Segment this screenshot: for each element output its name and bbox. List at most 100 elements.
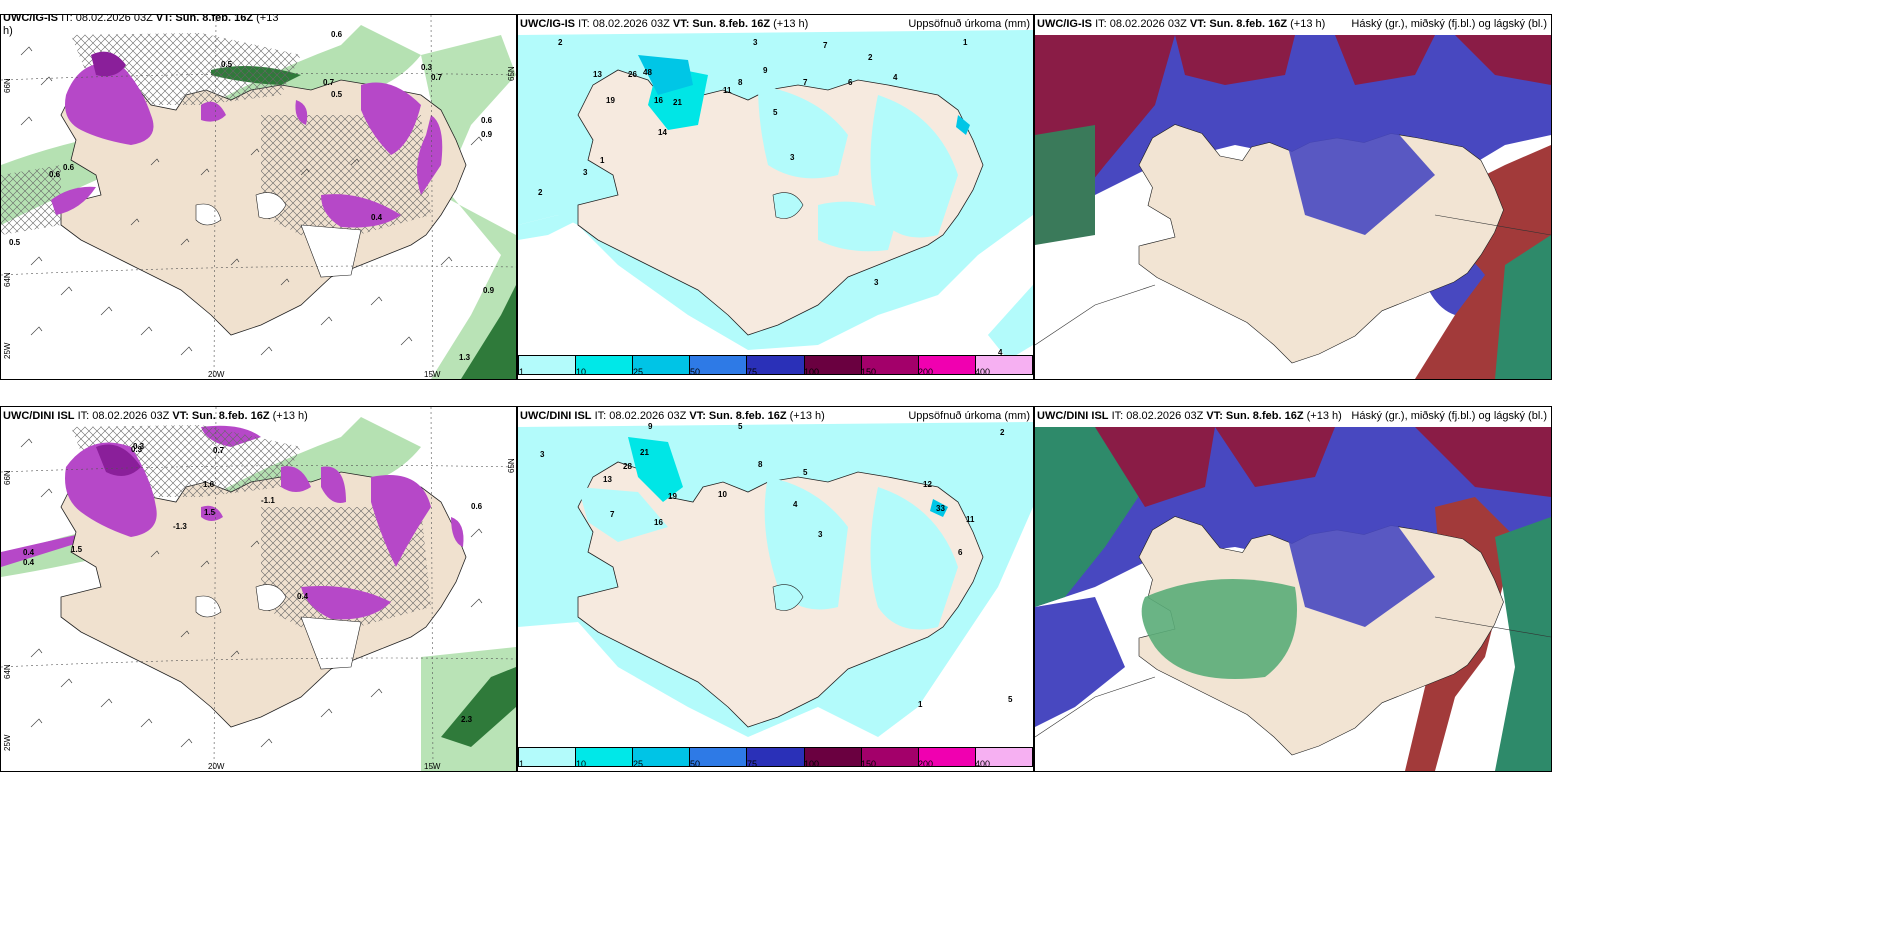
precip-map-bottom: 3 5 9 21 28 13 19 16 10 8 7 6 5 4 3 33 1… xyxy=(518,407,1033,771)
wind-value: -1.1 xyxy=(261,496,275,505)
precip-value: 7 xyxy=(610,510,615,519)
lon-label: 25W xyxy=(3,734,12,751)
wind-value: 0.5 xyxy=(331,90,343,99)
precip-value: 12 xyxy=(923,480,932,489)
precip-value: 16 xyxy=(654,518,663,527)
colorbar-label: 75 xyxy=(747,759,758,769)
precip-value: 4 xyxy=(893,73,898,82)
precip-value: 10 xyxy=(718,490,727,499)
precip-colorbar xyxy=(518,747,1033,767)
lat-label: 64N xyxy=(3,664,12,679)
wind-value: -1.3 xyxy=(173,522,187,531)
wind-value: 2.3 xyxy=(461,715,473,724)
panel-variable-label: Uppsöfnuð úrkoma (mm) xyxy=(908,18,1030,30)
precip-value: 14 xyxy=(658,128,667,137)
colorbar-segment xyxy=(633,748,691,766)
wind-value: 1.5 xyxy=(71,545,83,554)
precip-value: 9 xyxy=(763,66,768,75)
wind-value: 0.7 xyxy=(431,73,443,82)
colorbar-segment xyxy=(975,356,1032,374)
wind-value: 0.7 xyxy=(213,446,225,455)
precip-value: 1 xyxy=(963,38,968,47)
wind-value: 1.5 xyxy=(204,508,216,517)
precip-value: 5 xyxy=(773,108,778,117)
lon-label: 15W xyxy=(424,370,441,379)
precip-value: 26 xyxy=(628,70,637,79)
colorbar-label: 10 xyxy=(576,759,587,769)
lon-label: 20W xyxy=(208,762,225,771)
precip-panel-bottom: 3 5 9 21 28 13 19 16 10 8 7 6 5 4 3 33 1… xyxy=(517,406,1034,772)
precip-value: 33 xyxy=(936,504,945,513)
cloud-map-top xyxy=(1035,15,1551,379)
colorbar-label: 50 xyxy=(690,759,701,769)
precip-value: 8 xyxy=(758,460,763,469)
panel-title: UWC/DINI ISL IT: 08.02.2026 03Z VT: Sun.… xyxy=(1037,410,1342,422)
wind-map-bottom: 0.3 0.7 1.6 -1.1 -1.3 1.5 0.4 0.6 0.4 0.… xyxy=(1,407,516,771)
lat-label: 66N xyxy=(3,78,12,93)
colorbar-label: 10 xyxy=(576,367,587,377)
colorbar-segment xyxy=(690,748,748,766)
precip-panel-top: 2 3 7 2 1 3 19 13 26 48 16 21 14 11 9 8 … xyxy=(517,14,1034,380)
wind-value: 0.5 xyxy=(9,238,21,247)
precip-value: 3 xyxy=(753,38,758,47)
precip-value: 2 xyxy=(868,53,873,62)
colorbar-segment xyxy=(519,356,577,374)
colorbar-segment xyxy=(804,748,862,766)
colorbar-segment xyxy=(975,748,1032,766)
colorbar-label: 100 xyxy=(804,367,820,377)
colorbar-label: 1 xyxy=(519,367,525,377)
precip-value: 6 xyxy=(848,78,853,87)
precip-value: 13 xyxy=(603,475,612,484)
colorbar-segment xyxy=(918,748,976,766)
lon-label: 20W xyxy=(208,370,225,379)
wind-value: 0.3 xyxy=(421,63,433,72)
wind-value: 0.7 xyxy=(323,78,335,87)
colorbar-label: 400 xyxy=(975,759,991,769)
colorbar-label: 150 xyxy=(861,367,877,377)
wind-value: 0.6 xyxy=(49,170,61,179)
panel-variable-label: Uppsöfnuð úrkoma (mm) xyxy=(908,410,1030,422)
precip-value: 2 xyxy=(558,38,563,47)
colorbar-label: 400 xyxy=(975,367,991,377)
lat-label-right: 65N xyxy=(507,458,516,473)
colorbar-segment xyxy=(576,356,634,374)
colorbar-segment xyxy=(861,748,919,766)
precip-value: 19 xyxy=(668,492,677,501)
precip-value: 28 xyxy=(623,462,632,471)
precip-value: 19 xyxy=(606,96,615,105)
precip-value: 2 xyxy=(538,188,543,197)
precip-value: 7 xyxy=(823,41,828,50)
precip-value: 8 xyxy=(738,78,743,87)
colorbar-label: 25 xyxy=(633,759,644,769)
colorbar-segment xyxy=(633,356,691,374)
colorbar-label: 200 xyxy=(918,367,934,377)
precip-value: 48 xyxy=(643,68,652,77)
wind-panel-bottom: 0.3 0.7 1.6 -1.1 -1.3 1.5 0.4 0.6 0.4 0.… xyxy=(0,406,517,772)
colorbar-label: 50 xyxy=(690,367,701,377)
precip-value: 5 xyxy=(738,422,743,431)
precip-value: 1 xyxy=(918,700,923,709)
colorbar-label: 1 xyxy=(519,759,525,769)
wind-value: 0.9 xyxy=(481,130,493,139)
lon-label: 25W xyxy=(3,342,12,359)
colorbar-segment xyxy=(519,748,577,766)
wind-value: 0.6 xyxy=(331,30,343,39)
panel-title: UWC/DINI ISL IT: 08.02.2026 03Z VT: Sun.… xyxy=(3,410,308,422)
lat-label: 64N xyxy=(3,272,12,287)
cloud-map-bottom xyxy=(1035,407,1551,771)
lat-label-right: 65N xyxy=(507,66,516,81)
precip-value: 4 xyxy=(998,348,1003,357)
wind-value: 0.6 xyxy=(471,502,483,511)
lon-label: 15W xyxy=(424,762,441,771)
precip-value: 11 xyxy=(723,86,732,95)
precip-value: 4 xyxy=(793,500,798,509)
lat-label: 66N xyxy=(3,470,12,485)
colorbar-segment xyxy=(747,356,805,374)
precip-value: 3 xyxy=(874,278,879,287)
precip-value: 21 xyxy=(673,98,682,107)
colorbar-label: 25 xyxy=(633,367,644,377)
colorbar-label: 150 xyxy=(861,759,877,769)
colorbar-segment xyxy=(690,356,748,374)
panel-variable-label: Háský (gr.), miðský (fj.bl.) og lágský (… xyxy=(1351,18,1547,30)
colorbar-segment xyxy=(804,356,862,374)
